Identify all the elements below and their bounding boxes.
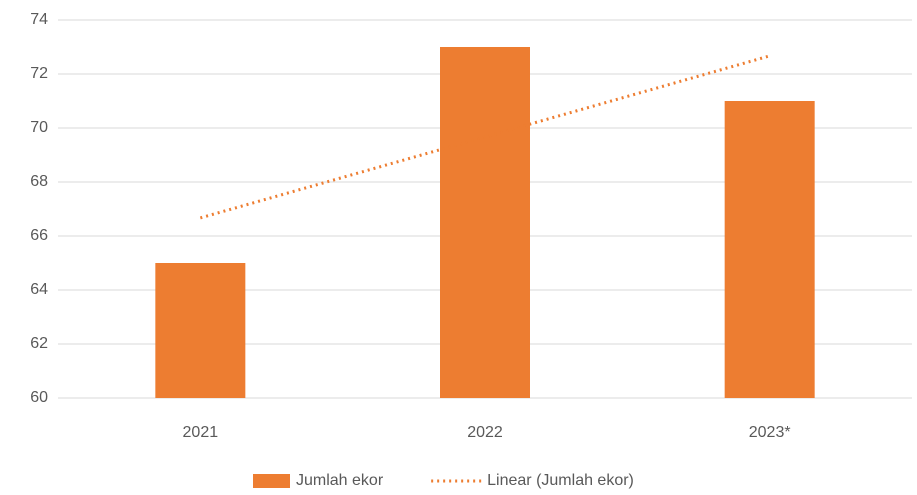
bar bbox=[440, 47, 530, 398]
y-tick-label: 64 bbox=[30, 281, 48, 298]
y-tick-label: 70 bbox=[30, 119, 48, 136]
y-tick-label: 68 bbox=[30, 173, 48, 190]
x-tick-label: 2023* bbox=[749, 424, 791, 441]
y-tick-label: 62 bbox=[30, 335, 48, 352]
bar bbox=[724, 101, 815, 398]
y-tick-label: 72 bbox=[30, 65, 48, 82]
y-tick-label: 60 bbox=[30, 389, 48, 406]
bar bbox=[155, 263, 246, 398]
y-tick-label: 74 bbox=[30, 11, 48, 28]
x-tick-label: 2021 bbox=[183, 424, 219, 441]
x-tick-label: 2022 bbox=[467, 424, 503, 441]
legend-label: Jumlah ekor bbox=[296, 472, 384, 489]
trend-line bbox=[199, 54, 771, 220]
legend-swatch bbox=[253, 474, 290, 488]
y-tick-label: 66 bbox=[30, 227, 48, 244]
legend-label: Linear (Jumlah ekor) bbox=[487, 472, 634, 489]
